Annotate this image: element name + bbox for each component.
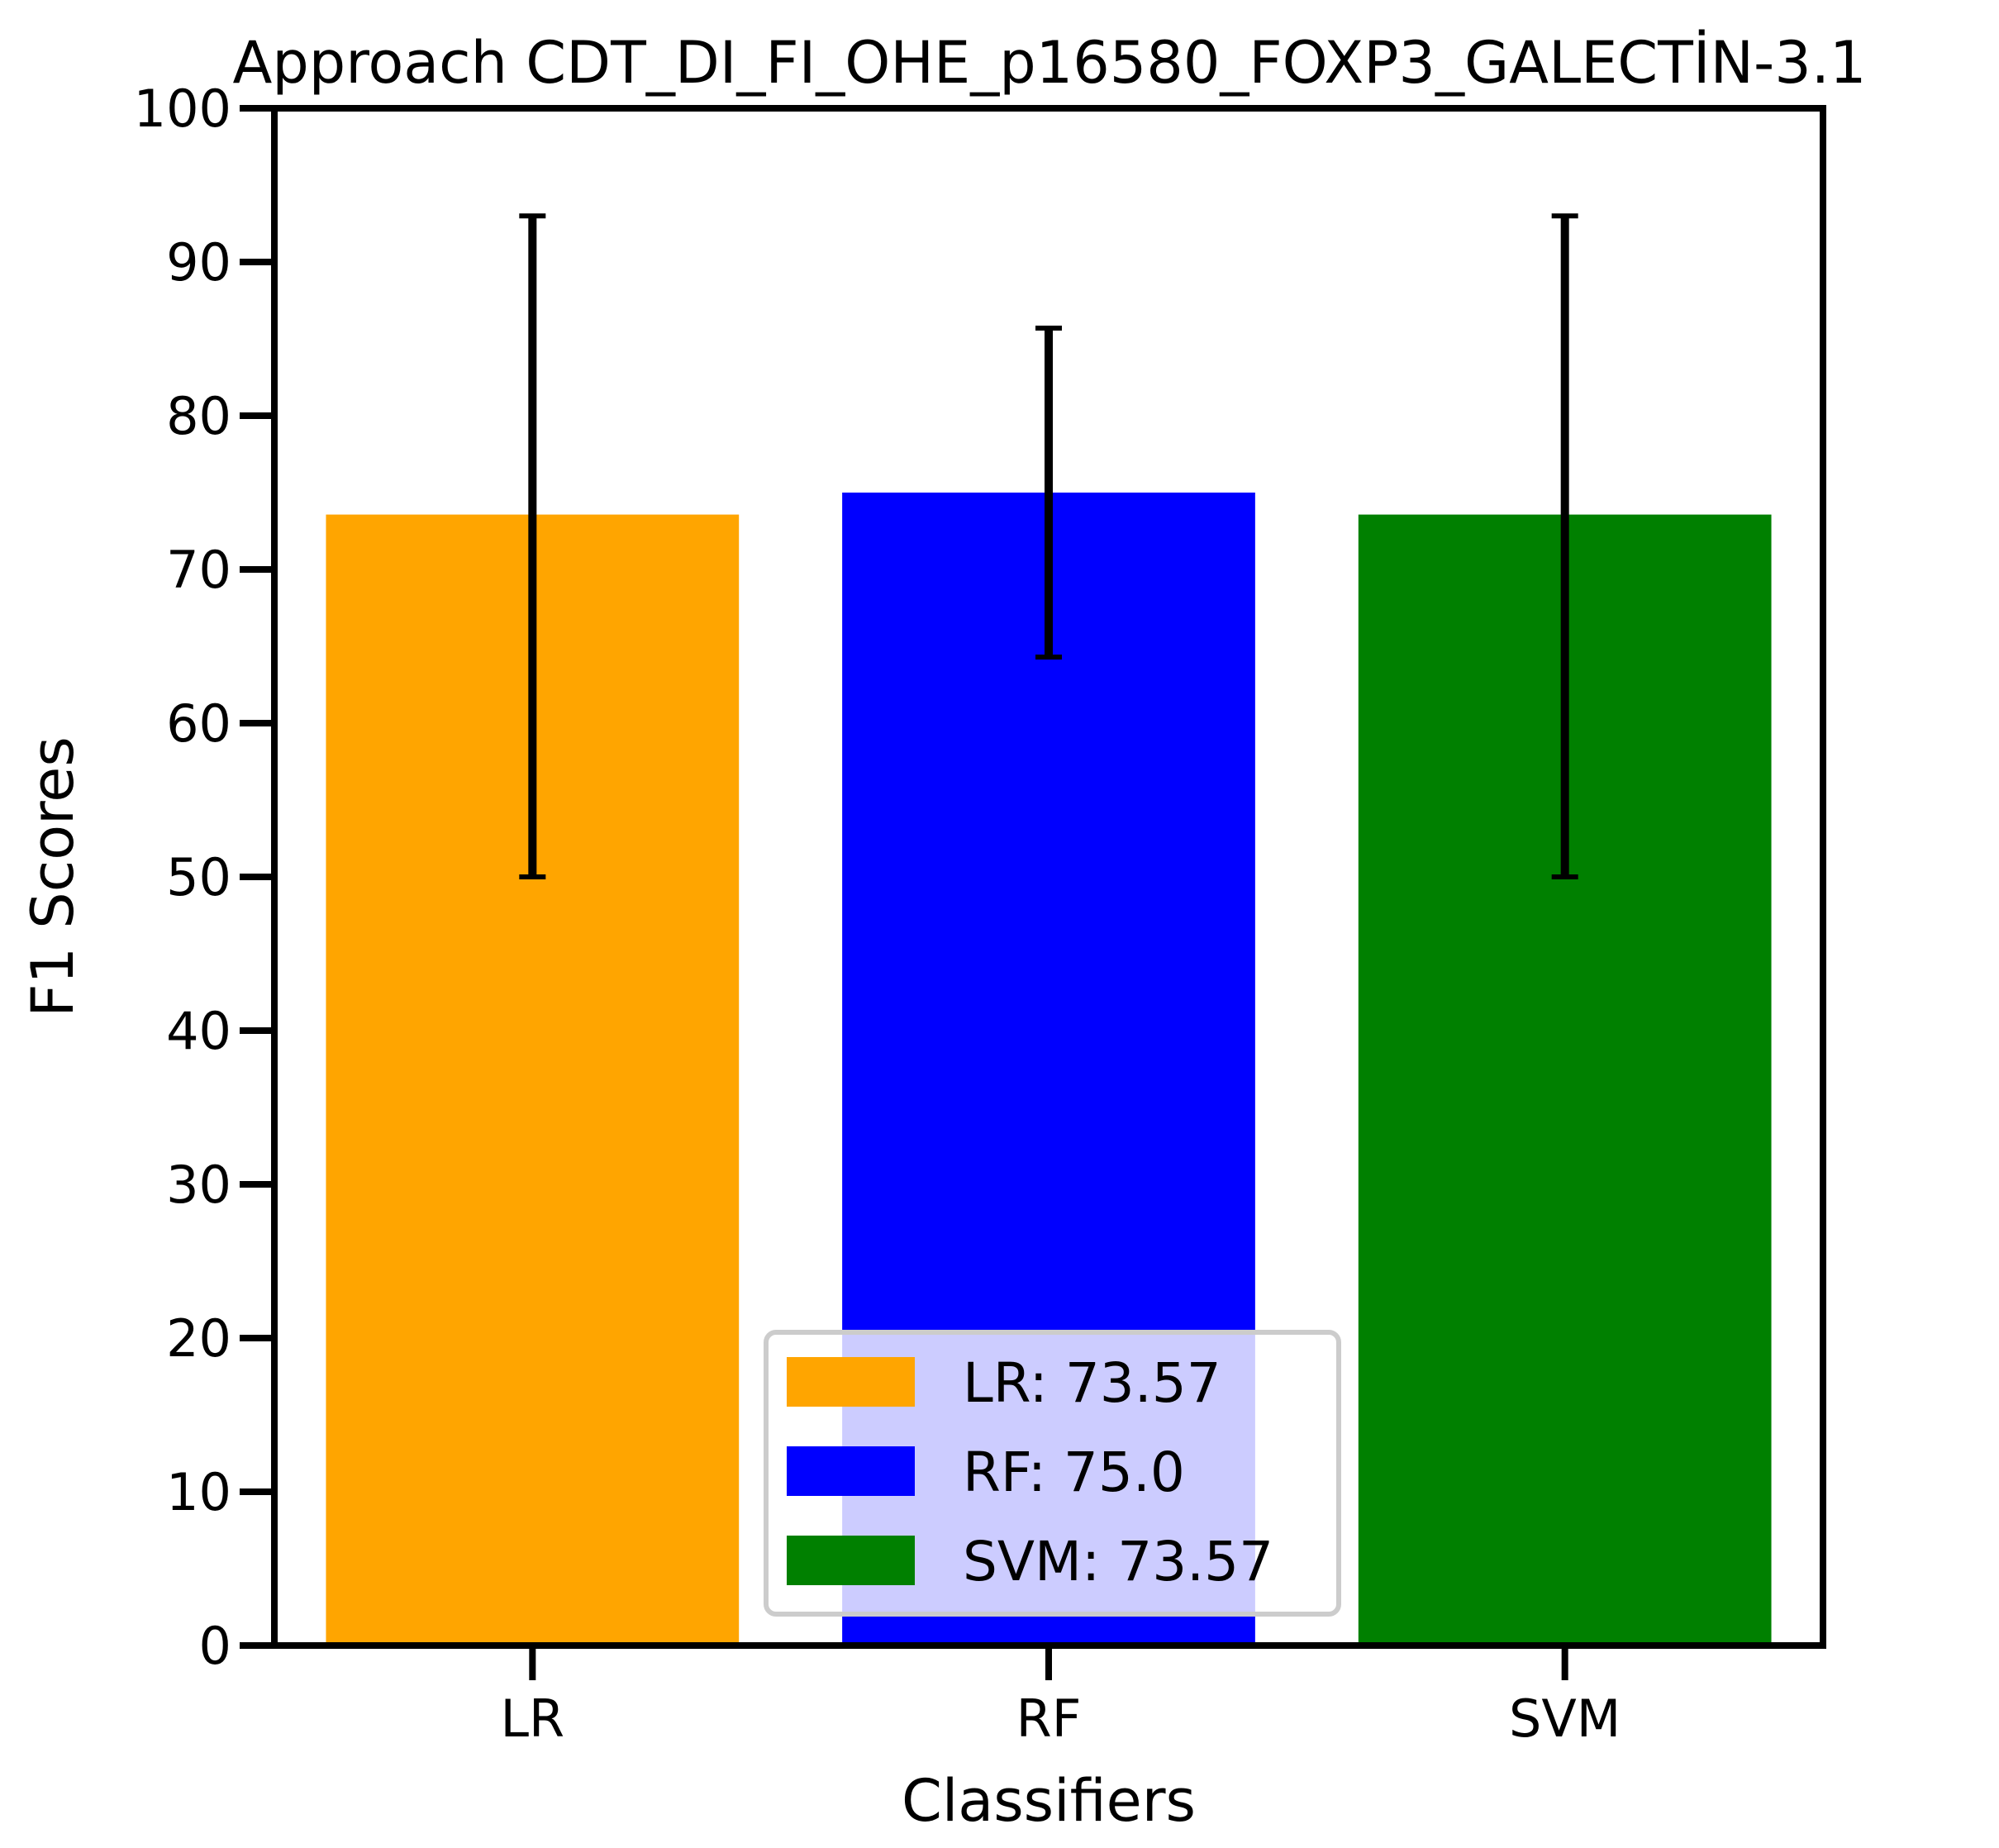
chart-title: Approach CDT_DI_FI_OHE_p16580_FOXP3_GALE… [232, 29, 1866, 97]
legend-swatch [787, 1446, 915, 1496]
x-axis-title: Classifiers [902, 1767, 1196, 1835]
y-tick-label: 70 [166, 540, 231, 600]
x-tick-label: RF [1016, 1688, 1082, 1749]
y-tick-label: 0 [199, 1616, 231, 1676]
y-tick-label: 10 [166, 1462, 231, 1522]
legend-label: LR: 73.57 [963, 1351, 1221, 1415]
legend-label: RF: 75.0 [963, 1441, 1185, 1504]
y-tick-label: 60 [166, 693, 231, 754]
legend-swatch [787, 1536, 915, 1585]
legend-swatch [787, 1357, 915, 1407]
y-tick-label: 40 [166, 1001, 231, 1061]
y-tick-label: 30 [166, 1155, 231, 1215]
y-tick-label: 50 [166, 847, 231, 907]
y-tick-label: 100 [134, 79, 231, 139]
y-axis-title: F1 Scores [19, 736, 87, 1017]
error-bars-group [519, 213, 1578, 879]
y-tick-label: 20 [166, 1308, 231, 1369]
x-axis: LR RF SVM [501, 1646, 1621, 1749]
y-axis: 0 10 20 30 40 50 60 70 80 90 100 [134, 79, 274, 1676]
x-tick-label: LR [501, 1688, 565, 1749]
x-tick-label: SVM [1509, 1688, 1621, 1749]
y-tick-label: 90 [166, 232, 231, 293]
y-tick-label: 80 [166, 386, 231, 446]
legend: LR: 73.57 RF: 75.0 SVM: 73.57 [764, 1330, 1341, 1617]
legend-label: SVM: 73.57 [963, 1530, 1273, 1593]
